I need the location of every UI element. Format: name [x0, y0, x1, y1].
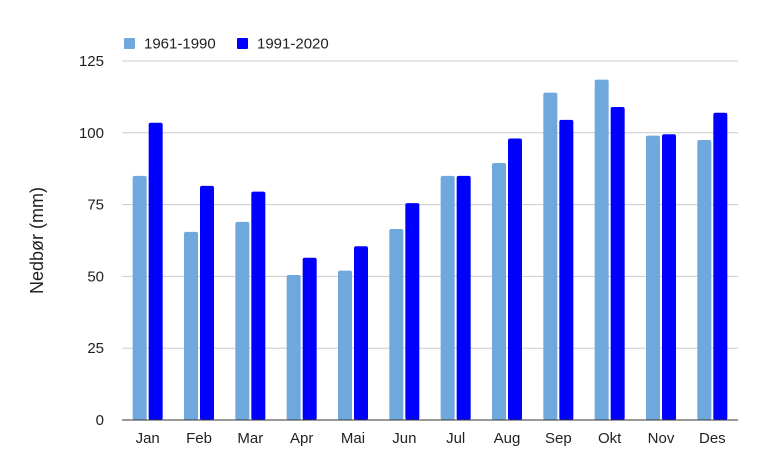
bar — [389, 229, 404, 420]
bar — [697, 139, 712, 421]
x-tick-label: Jun — [392, 430, 416, 447]
bar — [148, 122, 163, 421]
legend-label: 1961-1990 — [144, 36, 216, 53]
bar — [200, 185, 214, 420]
x-tick-label: Mai — [341, 430, 365, 447]
bar — [662, 134, 676, 420]
bar — [251, 191, 266, 420]
bar — [302, 257, 317, 420]
bar — [508, 138, 522, 420]
legend-swatch — [124, 38, 135, 49]
legend: 1961-1990 1991-2020 — [124, 36, 329, 53]
x-tick-label: Feb — [186, 430, 212, 447]
y-tick-label: 50 — [87, 268, 104, 285]
bar — [543, 92, 558, 420]
y-tick-label: 125 — [79, 53, 104, 70]
x-tick-label: Sep — [545, 430, 572, 447]
x-tick-label: Des — [699, 430, 726, 447]
x-tick-label: Jan — [136, 430, 160, 447]
y-tick-label: 25 — [87, 340, 104, 357]
bar — [338, 270, 352, 420]
bar — [492, 162, 506, 420]
bar — [456, 175, 471, 420]
bar — [184, 231, 198, 420]
bar — [610, 106, 625, 421]
x-axis-ticks: Jan Feb Mar Apr Mai Jun Jul Aug Sep Okt Nov Des — [136, 430, 726, 447]
y-tick-label: 75 — [87, 197, 104, 214]
y-tick-label: 0 — [96, 412, 104, 429]
bars — [132, 79, 728, 421]
y-axis-ticks: 0 25 50 75 100 125 — [79, 53, 104, 429]
bar — [594, 79, 609, 420]
bar — [559, 119, 574, 420]
bar — [354, 246, 368, 420]
x-tick-label: Okt — [598, 430, 622, 447]
gridlines — [122, 60, 738, 349]
legend-label: 1991-2020 — [257, 36, 329, 53]
x-tick-label: Nov — [648, 430, 675, 447]
x-tick-label: Aug — [494, 430, 521, 447]
bar — [713, 112, 728, 421]
bar — [132, 175, 147, 420]
x-tick-label: Mar — [237, 430, 263, 447]
bar — [440, 175, 455, 420]
bar — [286, 274, 301, 420]
y-tick-label: 100 — [79, 125, 104, 142]
legend-swatch — [237, 38, 248, 49]
bar — [235, 221, 250, 420]
y-axis-title: Nedbør (mm) — [27, 187, 47, 294]
bar — [646, 135, 660, 420]
x-tick-label: Apr — [290, 430, 313, 447]
bar — [405, 203, 420, 420]
x-tick-label: Jul — [446, 430, 465, 447]
